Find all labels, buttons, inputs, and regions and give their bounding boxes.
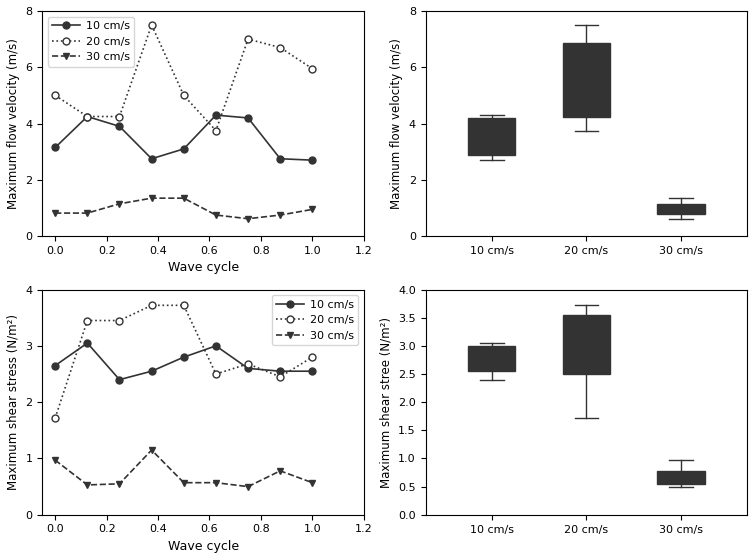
- 30 cm/s: [147, 195, 156, 202]
- 20 cm/s: [115, 317, 124, 324]
- Line: 20 cm/s: 20 cm/s: [52, 21, 316, 134]
- 10 cm/s: [51, 362, 60, 369]
- 20 cm/s: [308, 354, 317, 361]
- 30 cm/s: [308, 206, 317, 213]
- 30 cm/s: [83, 482, 92, 488]
- 20 cm/s: [244, 36, 253, 43]
- 30 cm/s: [147, 447, 156, 454]
- 30 cm/s: [244, 483, 253, 490]
- Legend: 10 cm/s, 20 cm/s, 30 cm/s: 10 cm/s, 20 cm/s, 30 cm/s: [272, 295, 358, 345]
- Line: 10 cm/s: 10 cm/s: [52, 339, 316, 383]
- 10 cm/s: [83, 340, 92, 347]
- 10 cm/s: [308, 157, 317, 164]
- PathPatch shape: [657, 204, 704, 214]
- 20 cm/s: [147, 302, 156, 309]
- 30 cm/s: [276, 212, 285, 218]
- 10 cm/s: [115, 123, 124, 130]
- 20 cm/s: [179, 302, 188, 309]
- 10 cm/s: [308, 368, 317, 375]
- 10 cm/s: [276, 155, 285, 162]
- 20 cm/s: [51, 414, 60, 421]
- 30 cm/s: [308, 479, 317, 486]
- 20 cm/s: [179, 92, 188, 99]
- Y-axis label: Maximum flow velocity (m/s): Maximum flow velocity (m/s): [7, 38, 20, 209]
- 30 cm/s: [51, 210, 60, 217]
- 10 cm/s: [244, 365, 253, 372]
- 20 cm/s: [244, 361, 253, 367]
- Y-axis label: Maximum shear stress (N/m²): Maximum shear stress (N/m²): [7, 314, 20, 490]
- 20 cm/s: [276, 374, 285, 380]
- Line: 30 cm/s: 30 cm/s: [52, 446, 316, 490]
- 20 cm/s: [276, 44, 285, 51]
- 30 cm/s: [211, 212, 220, 218]
- 10 cm/s: [276, 368, 285, 375]
- 20 cm/s: [83, 113, 92, 120]
- 20 cm/s: [83, 317, 92, 324]
- 20 cm/s: [147, 22, 156, 29]
- Y-axis label: Maximum flow velocity (m/s): Maximum flow velocity (m/s): [391, 38, 403, 209]
- X-axis label: Wave cycle: Wave cycle: [167, 262, 238, 274]
- PathPatch shape: [468, 118, 516, 155]
- Line: 30 cm/s: 30 cm/s: [52, 195, 316, 222]
- 10 cm/s: [244, 115, 253, 122]
- 10 cm/s: [147, 155, 156, 162]
- X-axis label: Wave cycle: Wave cycle: [167, 540, 238, 553]
- 30 cm/s: [211, 479, 220, 486]
- 10 cm/s: [83, 113, 92, 120]
- 30 cm/s: [51, 457, 60, 464]
- 30 cm/s: [115, 200, 124, 207]
- 10 cm/s: [147, 368, 156, 375]
- 10 cm/s: [211, 112, 220, 119]
- 30 cm/s: [244, 216, 253, 222]
- 20 cm/s: [211, 371, 220, 377]
- 20 cm/s: [115, 113, 124, 120]
- Line: 10 cm/s: 10 cm/s: [52, 111, 316, 164]
- 10 cm/s: [179, 354, 188, 361]
- 10 cm/s: [115, 376, 124, 383]
- 30 cm/s: [179, 479, 188, 486]
- 30 cm/s: [83, 210, 92, 217]
- 10 cm/s: [211, 343, 220, 349]
- PathPatch shape: [468, 346, 516, 371]
- 10 cm/s: [51, 144, 60, 151]
- PathPatch shape: [562, 315, 610, 374]
- 30 cm/s: [115, 480, 124, 487]
- 30 cm/s: [276, 468, 285, 474]
- 10 cm/s: [179, 146, 188, 152]
- 20 cm/s: [211, 127, 220, 134]
- PathPatch shape: [562, 43, 610, 116]
- 30 cm/s: [179, 195, 188, 202]
- Legend: 10 cm/s, 20 cm/s, 30 cm/s: 10 cm/s, 20 cm/s, 30 cm/s: [48, 16, 134, 67]
- Line: 20 cm/s: 20 cm/s: [52, 302, 316, 422]
- 20 cm/s: [51, 92, 60, 99]
- PathPatch shape: [657, 471, 704, 484]
- Y-axis label: Maximum shear stree (N/m²): Maximum shear stree (N/m²): [379, 316, 393, 488]
- 20 cm/s: [308, 66, 317, 72]
